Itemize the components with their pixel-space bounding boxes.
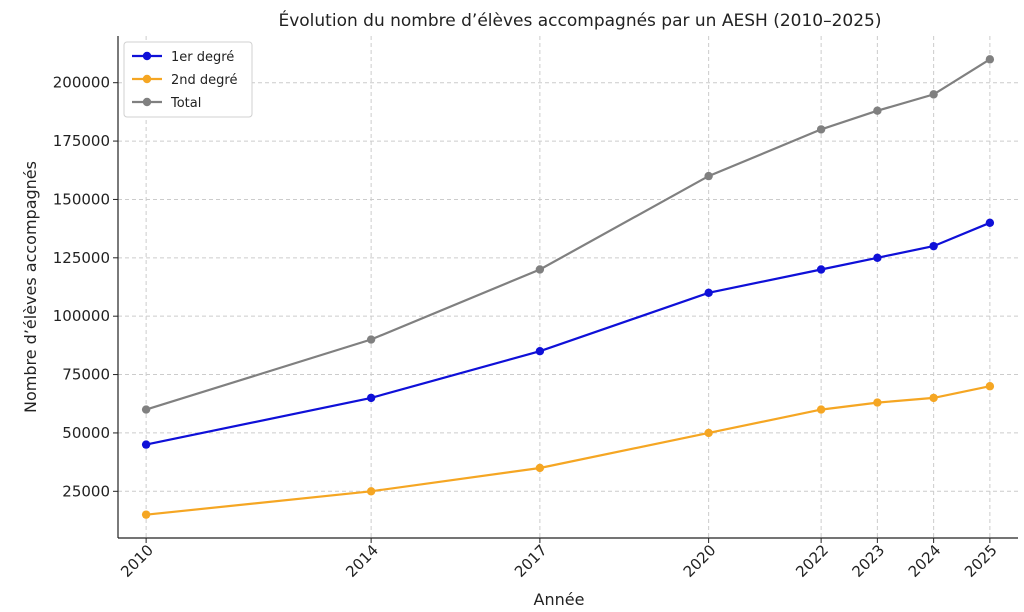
x-tick-label: 2023: [848, 541, 888, 581]
data-point: [873, 398, 882, 407]
data-point: [704, 288, 713, 298]
y-tick-label: 75000: [62, 366, 110, 384]
axes: 25000 50000 75000 100000 125000 150000 175000 2…: [53, 36, 1018, 581]
x-tick-label: 2020: [680, 541, 720, 581]
y-tick-label: 150000: [53, 190, 110, 208]
y-tick-label: 175000: [53, 132, 110, 150]
x-axis-label: Année: [534, 590, 585, 609]
series-layer: [141, 55, 995, 519]
data-point: [704, 171, 713, 181]
legend-label: Total: [170, 96, 201, 111]
legend-label: 1er degré: [171, 50, 234, 65]
data-point: [873, 253, 882, 263]
y-tick-label: 125000: [53, 249, 110, 267]
series-line: [145, 58, 991, 411]
legend: 1er degré 2nd degré Total: [123, 41, 253, 118]
legend-marker: [142, 97, 152, 107]
series-2: [141, 382, 995, 519]
series-line: [145, 221, 991, 446]
series-3: [141, 55, 995, 414]
x-tick-label: 2017: [511, 541, 551, 581]
data-point: [141, 440, 151, 449]
x-tick-label: 2025: [961, 541, 1001, 581]
grid: [118, 36, 1018, 538]
y-tick-label: 25000: [62, 482, 110, 500]
data-point: [535, 347, 545, 356]
data-point: [929, 393, 938, 403]
y-tick-label: 50000: [62, 424, 110, 442]
series-1: [141, 218, 995, 449]
data-point: [985, 218, 995, 227]
data-point: [929, 241, 938, 251]
x-tick-label: 2022: [792, 541, 832, 581]
data-point: [873, 106, 882, 115]
y-tick-label: 100000: [53, 307, 110, 325]
data-point: [366, 393, 376, 403]
x-tick-label: 2010: [117, 541, 157, 581]
legend-label: 2nd degré: [171, 73, 237, 88]
data-point: [366, 487, 376, 496]
y-tick-label: 200000: [53, 74, 110, 92]
series-line: [145, 385, 991, 516]
legend-box: [123, 41, 253, 118]
data-point: [141, 510, 151, 519]
legend-marker: [142, 51, 152, 61]
data-point: [366, 335, 376, 344]
data-point: [535, 265, 545, 274]
data-point: [141, 405, 151, 414]
y-axis-label: Nombre d’élèves accompagnés: [21, 161, 40, 413]
data-point: [816, 405, 826, 414]
data-point: [985, 382, 995, 391]
chart-title: Évolution du nombre d’élèves accompagnés…: [278, 9, 881, 31]
x-tick-label: 2014: [342, 541, 382, 581]
data-point: [816, 125, 826, 134]
data-point: [704, 428, 713, 438]
data-point: [929, 90, 938, 99]
legend-marker: [142, 74, 152, 84]
data-point: [985, 55, 995, 64]
x-tick-label: 2024: [905, 541, 945, 581]
data-point: [535, 463, 545, 473]
data-point: [816, 265, 826, 274]
